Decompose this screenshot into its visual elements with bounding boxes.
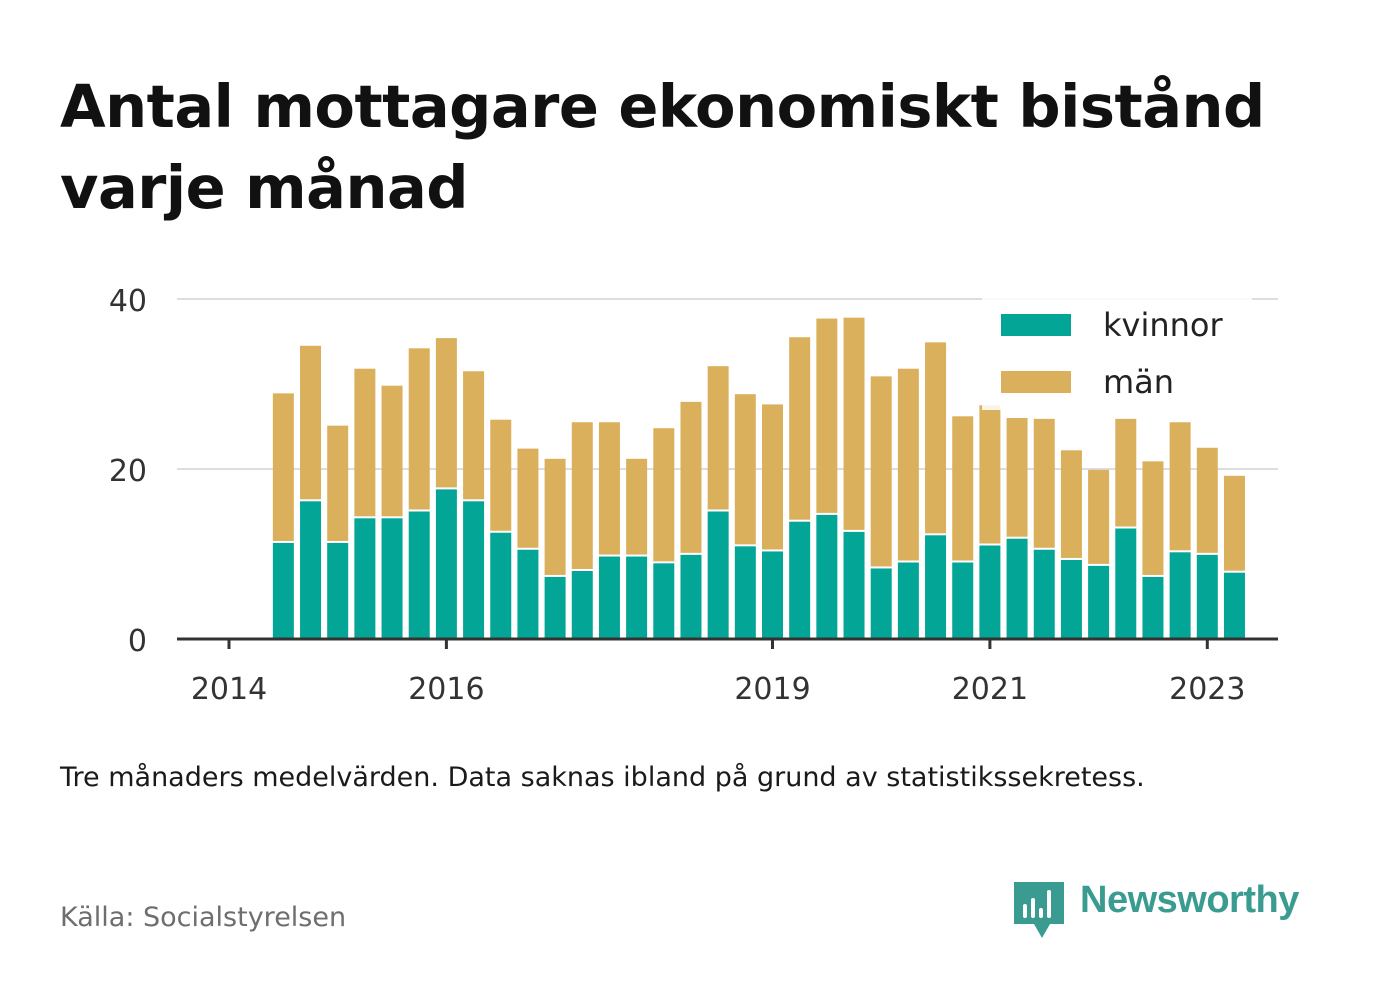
x-tick-label: 2021 (952, 672, 1028, 707)
bar-man (816, 318, 838, 513)
bar-man (789, 337, 811, 520)
bar-kvinnor (408, 511, 430, 639)
bar-man (272, 393, 294, 541)
bar-man (843, 317, 865, 530)
bar-kvinnor (925, 535, 947, 639)
bar-kvinnor (1115, 528, 1137, 639)
legend-label: män (1103, 363, 1174, 401)
bar-man (571, 422, 593, 569)
y-tick-label: 40 (109, 284, 147, 319)
bar-man (408, 348, 430, 510)
legend-swatch (1001, 314, 1071, 336)
bar-man (544, 458, 566, 575)
bar-kvinnor (789, 521, 811, 639)
bar-man (1169, 422, 1191, 551)
bar-man (598, 422, 620, 555)
bar-man (734, 394, 756, 545)
bar-kvinnor (1196, 554, 1218, 639)
bar-man (653, 428, 675, 562)
bar-man (1006, 418, 1028, 537)
bar-man (435, 338, 457, 488)
bar-kvinnor (463, 501, 485, 639)
x-tick-label: 2019 (734, 672, 810, 707)
bar-kvinnor (1169, 552, 1191, 639)
brand-name: Newsworthy (1080, 879, 1299, 921)
stacked-bar-chart: 0 20 40 2014 2016 2019 2021 2023 kvinnor män (109, 284, 1278, 707)
bar-kvinnor (843, 531, 865, 639)
bar-man (626, 458, 648, 555)
bar-kvinnor (327, 542, 349, 639)
chart-note: Tre månaders medelvärden. Data saknas ib… (60, 762, 1145, 793)
bar-man (1060, 450, 1082, 558)
bar-man (762, 404, 783, 550)
bar-kvinnor (1223, 572, 1245, 639)
legend: kvinnor män (982, 298, 1252, 410)
bar-kvinnor (707, 511, 729, 639)
bar-man (327, 425, 349, 541)
bar-man (300, 345, 322, 500)
bar-man (925, 342, 947, 534)
bar-kvinnor (544, 576, 566, 639)
bar-man (381, 385, 403, 517)
x-tick-label: 2016 (408, 672, 484, 707)
bar-kvinnor (490, 532, 512, 639)
bar-kvinnor (1033, 549, 1055, 639)
source-label: Källa: Socialstyrelsen (60, 902, 347, 933)
bar-kvinnor (1088, 565, 1110, 639)
bar-man (490, 419, 512, 531)
bar-kvinnor (1060, 559, 1082, 639)
bars (272, 317, 1245, 639)
bar-kvinnor (979, 545, 1001, 639)
bar-kvinnor (435, 489, 457, 639)
bar-kvinnor (653, 563, 675, 639)
bar-kvinnor (870, 568, 892, 639)
bar-man (897, 368, 919, 561)
bar-man (1223, 475, 1245, 571)
bar-man (952, 416, 974, 561)
bar-kvinnor (680, 554, 702, 639)
bar-kvinnor (1142, 576, 1164, 639)
x-tick-label: 2014 (191, 672, 267, 707)
bar-man (1088, 469, 1110, 564)
bar-man (870, 376, 892, 567)
bar-kvinnor (354, 518, 376, 639)
brand-logo: Newsworthy (1012, 879, 1299, 940)
bar-kvinnor (626, 556, 648, 639)
bar-kvinnor (734, 546, 756, 639)
bar-kvinnor (300, 501, 322, 639)
bar-kvinnor (762, 551, 783, 639)
bar-kvinnor (571, 571, 593, 639)
bar-man (1033, 418, 1055, 548)
bar-man (1142, 461, 1164, 575)
legend-label: kvinnor (1103, 306, 1224, 344)
bar-man (517, 448, 539, 548)
y-tick-label: 0 (128, 624, 147, 659)
bar-kvinnor (517, 549, 539, 639)
bar-man (979, 405, 1001, 544)
bar-kvinnor (381, 518, 403, 639)
bar-kvinnor (897, 562, 919, 639)
bar-man (354, 368, 376, 517)
axes: 0 20 40 2014 2016 2019 2021 2023 (109, 284, 1278, 707)
bar-kvinnor (952, 562, 974, 639)
bar-kvinnor (816, 514, 838, 639)
chart-title: Antal mottagare ekonomiskt bistånd varje… (60, 72, 1265, 222)
newsworthy-logo-icon (1014, 882, 1064, 938)
bar-man (707, 366, 729, 510)
bar-kvinnor (272, 542, 294, 639)
bar-kvinnor (598, 556, 620, 639)
bar-man (463, 371, 485, 500)
x-tick-label: 2023 (1169, 672, 1245, 707)
bar-kvinnor (1006, 538, 1028, 639)
legend-swatch (1001, 371, 1071, 393)
bar-man (1115, 418, 1137, 527)
bar-man (1196, 447, 1218, 553)
y-tick-label: 20 (109, 454, 147, 489)
bar-man (680, 401, 702, 553)
